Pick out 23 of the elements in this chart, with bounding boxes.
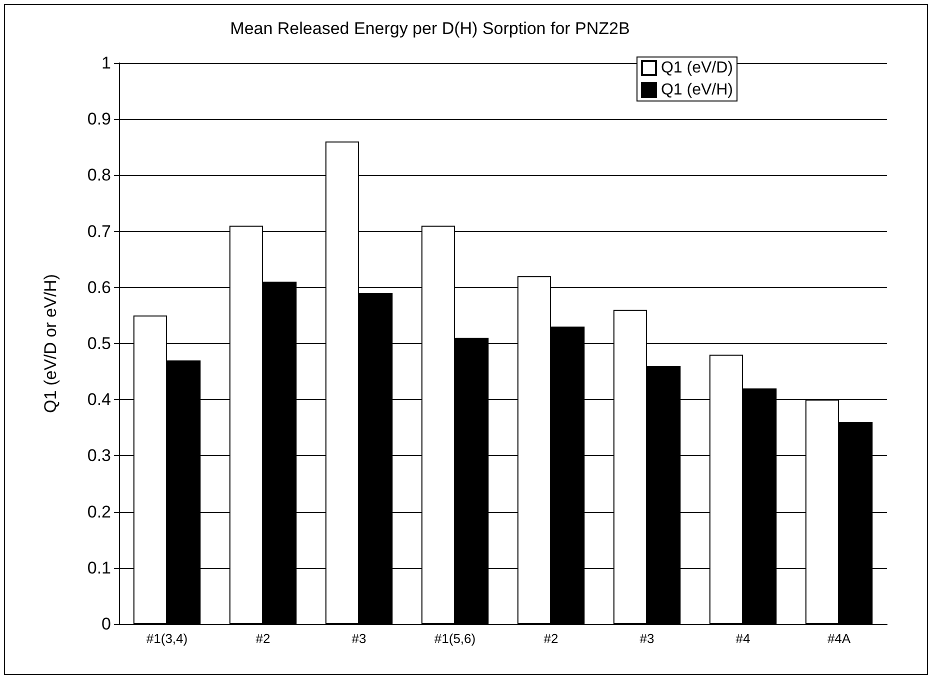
y-tick-label: 0.2 [87, 502, 111, 522]
y-tick-label: 0.1 [87, 558, 111, 578]
x-tick-label: #3 [352, 631, 366, 646]
x-tick-label: #3 [640, 631, 654, 646]
x-tick-label: #1(3,4) [146, 631, 188, 646]
y-tick-label: 0.6 [87, 278, 111, 297]
y-axis-title: Q1 (eV/D or eV/H) [41, 274, 60, 413]
legend-label: Q1 (eV/H) [660, 82, 733, 98]
x-tick-label: #4A [827, 631, 851, 646]
x-tick-label: #1(5,6) [434, 631, 476, 646]
x-tick-label: #2 [544, 631, 558, 646]
y-tick-label: 1 [102, 54, 111, 72]
legend-label: Q1 (eV/D) [660, 60, 733, 76]
chart-title: Mean Released Energy per D(H) Sorption for PNZ2B [230, 19, 630, 38]
y-tick-label: 0 [102, 614, 111, 634]
y-tick-label: 0.9 [87, 110, 111, 129]
y-tick-label: 0.3 [87, 446, 111, 466]
x-tick-label: #2 [256, 631, 270, 646]
y-tick-label: 0.5 [87, 334, 111, 353]
y-tick-label: 0.7 [87, 222, 111, 241]
x-tick-label: #4 [736, 631, 750, 646]
y-tick-label: 0.4 [87, 390, 111, 410]
y-tick-label: 0.8 [87, 166, 111, 185]
